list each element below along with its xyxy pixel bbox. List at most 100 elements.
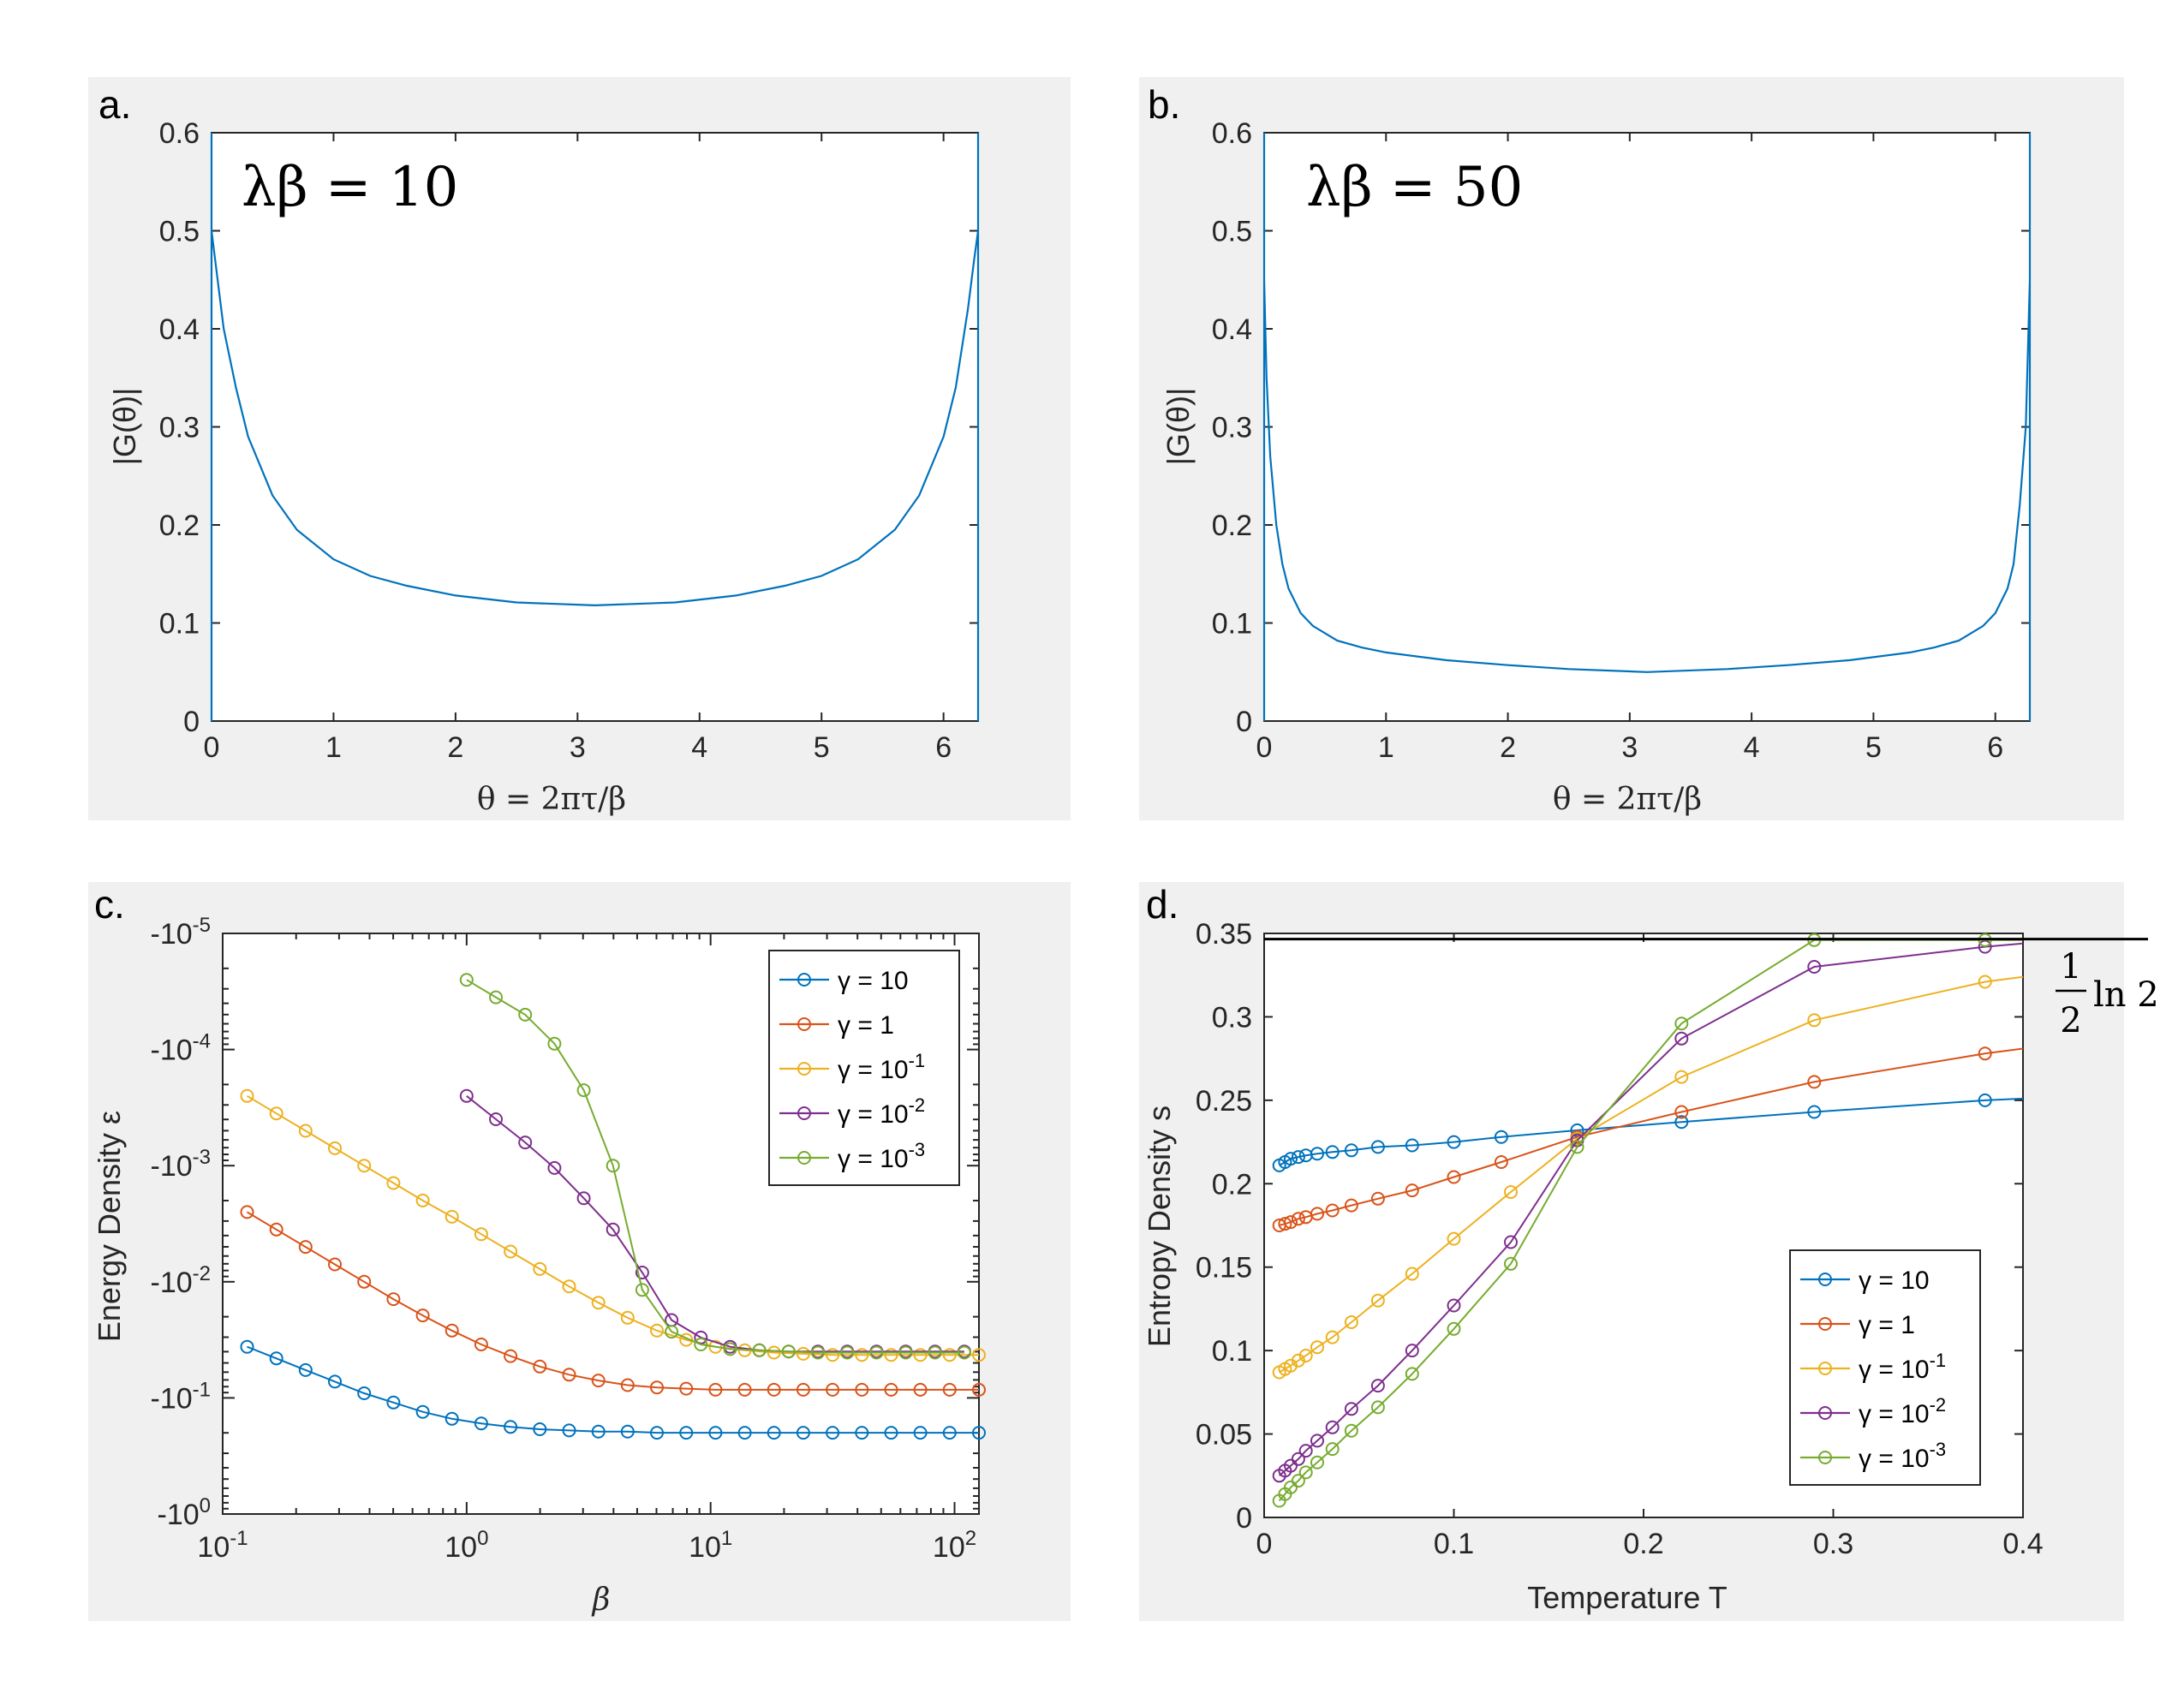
panel-b-axes	[1263, 132, 2031, 722]
b-ytick-label: 0.6	[1212, 117, 1252, 150]
c-xtick-label: 102	[933, 1527, 976, 1564]
c-series-marker-1	[474, 1338, 488, 1351]
c-legend-label-2: γ = 10-1	[838, 1050, 925, 1084]
c-series-marker-1	[328, 1257, 342, 1272]
d-series-marker-4	[1405, 1367, 1419, 1381]
d-xtick-label: 0.4	[2002, 1528, 2043, 1560]
d-series-marker-1	[1310, 1207, 1324, 1221]
d-ytick-label: 0.35	[1196, 918, 1252, 951]
c-series-marker-1	[737, 1382, 752, 1397]
c-series-marker-2	[474, 1227, 488, 1242]
b-ytick-label: 0.5	[1212, 216, 1252, 248]
c-series-line-4	[466, 979, 964, 1354]
d-legend-label-1: γ = 1	[1859, 1311, 1915, 1339]
c-series-marker-0	[796, 1426, 810, 1440]
c-series-marker-1	[679, 1381, 694, 1396]
d-series-marker-3	[1344, 1402, 1358, 1416]
c-series-marker-2	[826, 1348, 840, 1362]
c-series-marker-0	[913, 1426, 928, 1440]
c-legend-marker-1	[797, 1017, 811, 1031]
d-series-marker-4	[1298, 1465, 1313, 1480]
c-series-marker-0	[972, 1426, 986, 1440]
d-series-marker-2	[1310, 1340, 1324, 1355]
c-series-marker-0	[328, 1374, 342, 1389]
d-series-marker-0	[1284, 1152, 1298, 1166]
c-series-marker-0	[737, 1426, 752, 1440]
c-series-marker-3	[547, 1160, 562, 1175]
c-legend-marker-0	[797, 973, 811, 987]
c-legend-label-0: γ = 10	[838, 967, 909, 995]
panel-d-ylabel: Entropy Density s	[1142, 1106, 1177, 1347]
ref-label-denominator: 2	[2060, 1001, 2081, 1040]
d-legend-marker-3	[1818, 1406, 1832, 1420]
c-series-marker-2	[415, 1193, 430, 1207]
c-series-marker-1	[445, 1323, 459, 1338]
b-ytick-label: 0.2	[1212, 510, 1252, 542]
c-series-marker-3	[576, 1191, 591, 1206]
d-series-marker-3	[1310, 1434, 1324, 1448]
d-series-marker-0	[1447, 1135, 1461, 1149]
d-legend-marker-1	[1818, 1317, 1832, 1331]
c-ytick-label: -10-3	[151, 1146, 211, 1183]
d-series-marker-1	[1447, 1170, 1461, 1184]
c-ytick-label: -100	[158, 1494, 212, 1531]
d-xtick-label: 0	[1256, 1528, 1273, 1560]
c-series-marker-2	[591, 1296, 606, 1310]
panel-d-reference-label: 1 2 ln 2	[2056, 947, 2159, 1040]
c-series-marker-1	[298, 1240, 313, 1255]
panel-c-xlabel: β	[591, 1583, 611, 1618]
a-xtick-label: 1	[325, 731, 342, 764]
d-series-marker-3	[1674, 1031, 1689, 1046]
c-ytick-label: -10-5	[151, 914, 211, 951]
d-series-marker-0	[1310, 1147, 1324, 1161]
c-series-marker-3	[635, 1266, 649, 1279]
a-curve	[210, 133, 980, 721]
c-series-marker-0	[591, 1424, 606, 1439]
c-series-marker-0	[855, 1426, 869, 1440]
c-series-marker-4	[781, 1344, 796, 1359]
d-ytick-label: 0	[1236, 1502, 1252, 1535]
d-xtick-label: 0.3	[1813, 1528, 1853, 1560]
c-series-marker-0	[504, 1420, 518, 1434]
c-series-marker-4	[635, 1283, 649, 1297]
d-ytick-label: 0.3	[1212, 1001, 1252, 1034]
d-series-marker-4	[1674, 1016, 1689, 1031]
d-series-marker-1	[1278, 1217, 1292, 1231]
a-xtick-label: 3	[570, 731, 586, 764]
c-series-marker-2	[913, 1348, 928, 1362]
c-legend-marker-4	[797, 1151, 811, 1165]
c-legend-label-1: γ = 1	[838, 1011, 894, 1040]
d-series-marker-2	[1674, 1070, 1689, 1084]
d-xtick-label: 0.2	[1623, 1528, 1663, 1560]
d-series-marker-1	[1674, 1105, 1689, 1119]
c-series-marker-1	[415, 1308, 430, 1323]
a-ytick-label: 0.6	[159, 117, 200, 150]
c-series-marker-0	[445, 1411, 459, 1426]
c-series-marker-0	[884, 1426, 898, 1440]
c-series-marker-1	[357, 1274, 372, 1289]
c-legend-marker-2	[797, 1062, 811, 1076]
a-xtick-label: 0	[204, 731, 220, 764]
c-series-marker-0	[708, 1426, 723, 1440]
d-series-marker-2	[1978, 975, 1992, 989]
d-series-marker-4	[1344, 1423, 1358, 1438]
d-series-marker-1	[1807, 1075, 1822, 1089]
panel-a-xlabel: θ = 2πτ/β	[477, 782, 626, 817]
d-ytick-label: 0.25	[1196, 1085, 1252, 1118]
a-ytick-label: 0	[183, 706, 200, 738]
c-series-marker-2	[708, 1339, 723, 1354]
d-legend-marker-0	[1818, 1273, 1832, 1286]
c-series-marker-4	[840, 1345, 855, 1360]
d-series-marker-1	[1291, 1212, 1305, 1226]
c-series-marker-4	[547, 1036, 562, 1051]
c-series-marker-1	[591, 1374, 606, 1388]
c-series-marker-1	[972, 1382, 986, 1397]
d-series-marker-4	[1284, 1480, 1298, 1494]
c-ytick-label: -10-1	[151, 1378, 211, 1415]
c-series-marker-0	[650, 1426, 664, 1440]
d-series-marker-0	[1978, 1093, 1992, 1107]
panel-b-annotation: λβ = 50	[1306, 156, 1523, 219]
c-series-marker-1	[504, 1349, 518, 1363]
c-series-marker-1	[884, 1382, 898, 1397]
